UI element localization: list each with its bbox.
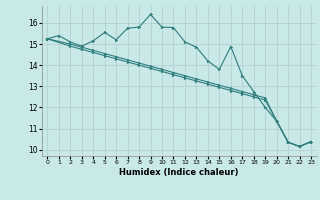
X-axis label: Humidex (Indice chaleur): Humidex (Indice chaleur) [119, 168, 239, 177]
